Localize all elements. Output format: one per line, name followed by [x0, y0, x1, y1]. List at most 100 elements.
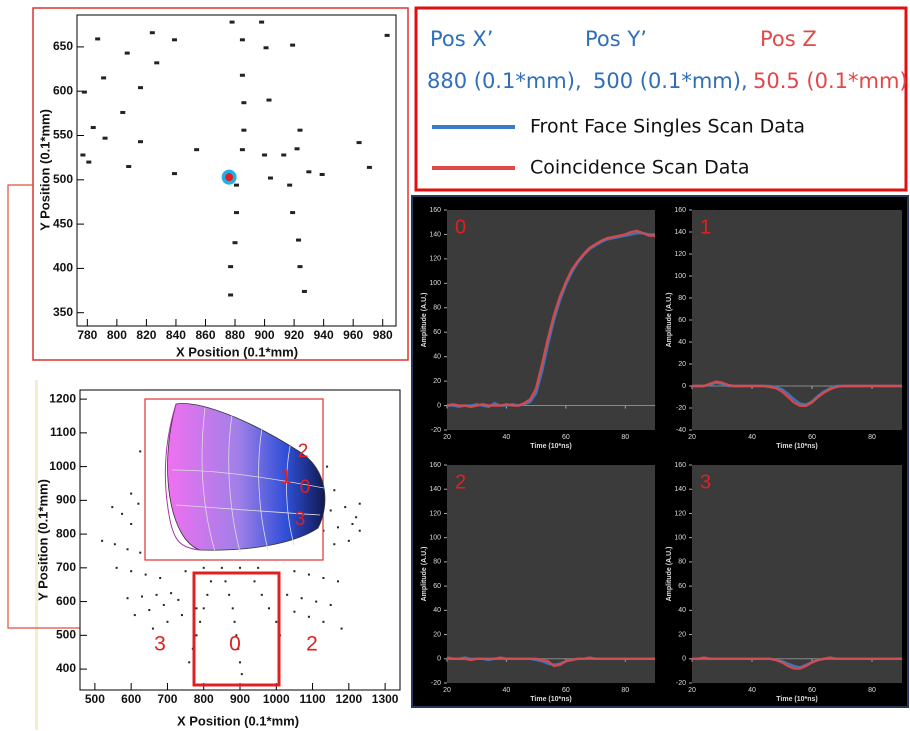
data-point: [130, 570, 132, 572]
inset-label: 0: [300, 477, 311, 498]
y-axis-label: Amplitude (A.U.): [421, 547, 428, 602]
data-point: [254, 580, 256, 582]
data-point: [80, 153, 85, 156]
data-point: [341, 628, 343, 630]
x-tick-label: 60: [808, 434, 816, 441]
data-point: [241, 101, 246, 104]
data-point: [240, 38, 245, 41]
data-point: [138, 140, 143, 143]
y-axis-label: Amplitude (A.U.): [421, 293, 428, 348]
y-tick-label: -20: [431, 427, 441, 434]
y-tick-label: 160: [674, 462, 686, 469]
position-value: 880 (0.1*mm),: [427, 69, 582, 93]
data-point: [348, 540, 350, 542]
data-point: [154, 61, 159, 64]
data-point: [138, 86, 143, 89]
data-point: [257, 567, 259, 569]
legend-label: Front Face Singles Scan Data: [530, 116, 805, 138]
data-point: [188, 661, 190, 663]
data-point: [286, 594, 288, 596]
data-point: [130, 493, 132, 495]
x-tick-label: 60: [562, 687, 570, 694]
plot-area: [447, 465, 655, 683]
data-point: [301, 597, 303, 599]
data-point: [95, 37, 100, 40]
data-point: [296, 239, 301, 242]
data-point: [240, 148, 245, 151]
y-tick-label: -20: [431, 680, 441, 687]
data-point: [116, 567, 118, 569]
data-point: [210, 580, 212, 582]
data-point: [306, 170, 311, 173]
data-point: [337, 526, 339, 528]
y-tick-label: 800: [56, 526, 76, 540]
data-point: [203, 567, 205, 569]
data-point: [268, 177, 273, 180]
y-tick-label: 650: [53, 39, 73, 53]
data-point: [359, 503, 361, 505]
data-point: [194, 148, 199, 151]
x-tick-label: 880: [225, 328, 245, 342]
position-value: 500 (0.1*mm),: [593, 69, 748, 93]
data-point: [203, 607, 205, 609]
data-point: [170, 592, 172, 594]
data-point: [290, 44, 295, 47]
y-tick-label: 600: [53, 83, 73, 97]
data-point: [262, 153, 267, 156]
data-point: [239, 661, 241, 663]
y-tick-label: 120: [674, 251, 686, 258]
y-tick-label: 350: [53, 305, 73, 319]
data-point: [139, 552, 141, 554]
x-tick-label: 820: [136, 328, 156, 342]
data-point: [145, 574, 147, 576]
y-axis-label: Amplitude (A.U.): [666, 547, 673, 602]
data-point: [156, 594, 158, 596]
data-point: [293, 611, 295, 613]
y-tick-label: 140: [429, 486, 441, 493]
y-tick-label: 140: [674, 229, 686, 236]
y-tick-label: 40: [433, 607, 441, 614]
y-tick-label: 400: [53, 261, 73, 275]
data-point: [91, 126, 96, 129]
x-axis-label: X Position (0.1*mm): [176, 344, 298, 359]
data-point: [228, 293, 233, 296]
y-tick-label: 600: [56, 594, 76, 608]
x-tick-label: 500: [85, 692, 105, 706]
x-tick-label: 960: [343, 328, 363, 342]
panel-label: 0: [455, 216, 466, 238]
y-tick-label: -20: [676, 680, 686, 687]
y-tick-label: 160: [429, 207, 441, 214]
data-point: [320, 173, 325, 176]
x-axis-label: X Position (0.1*mm): [177, 713, 299, 728]
data-point: [275, 621, 277, 623]
x-tick-label: 80: [868, 434, 876, 441]
x-tick-label: 900: [230, 692, 250, 706]
x-tick-label: 20: [688, 687, 696, 694]
y-tick-label: 40: [678, 339, 686, 346]
data-point: [166, 621, 168, 623]
x-axis-label: Time (10*ns): [776, 443, 818, 450]
data-point: [302, 290, 307, 293]
plot-area: [447, 210, 655, 430]
data-point: [326, 466, 328, 468]
data-point: [224, 580, 226, 582]
x-tick-label: 40: [503, 434, 511, 441]
data-point: [333, 543, 335, 545]
y-tick-label: 120: [429, 256, 441, 263]
y-tick-label: 80: [433, 305, 441, 312]
data-point: [264, 46, 269, 49]
data-point: [230, 21, 235, 24]
y-tick-label: 1200: [49, 391, 76, 405]
y-tick-label: 900: [56, 493, 76, 507]
panel-label: 2: [455, 471, 466, 493]
y-tick-label: 0: [682, 656, 686, 663]
y-tick-label: 120: [674, 510, 686, 517]
data-point: [137, 503, 139, 505]
x-tick-label: 840: [166, 328, 186, 342]
data-point: [141, 596, 143, 598]
y-tick-label: 40: [433, 354, 441, 361]
y-axis-label: Y Position (0.1*mm): [35, 479, 50, 601]
data-point: [322, 577, 324, 579]
data-point: [101, 540, 103, 542]
data-point: [82, 91, 87, 94]
